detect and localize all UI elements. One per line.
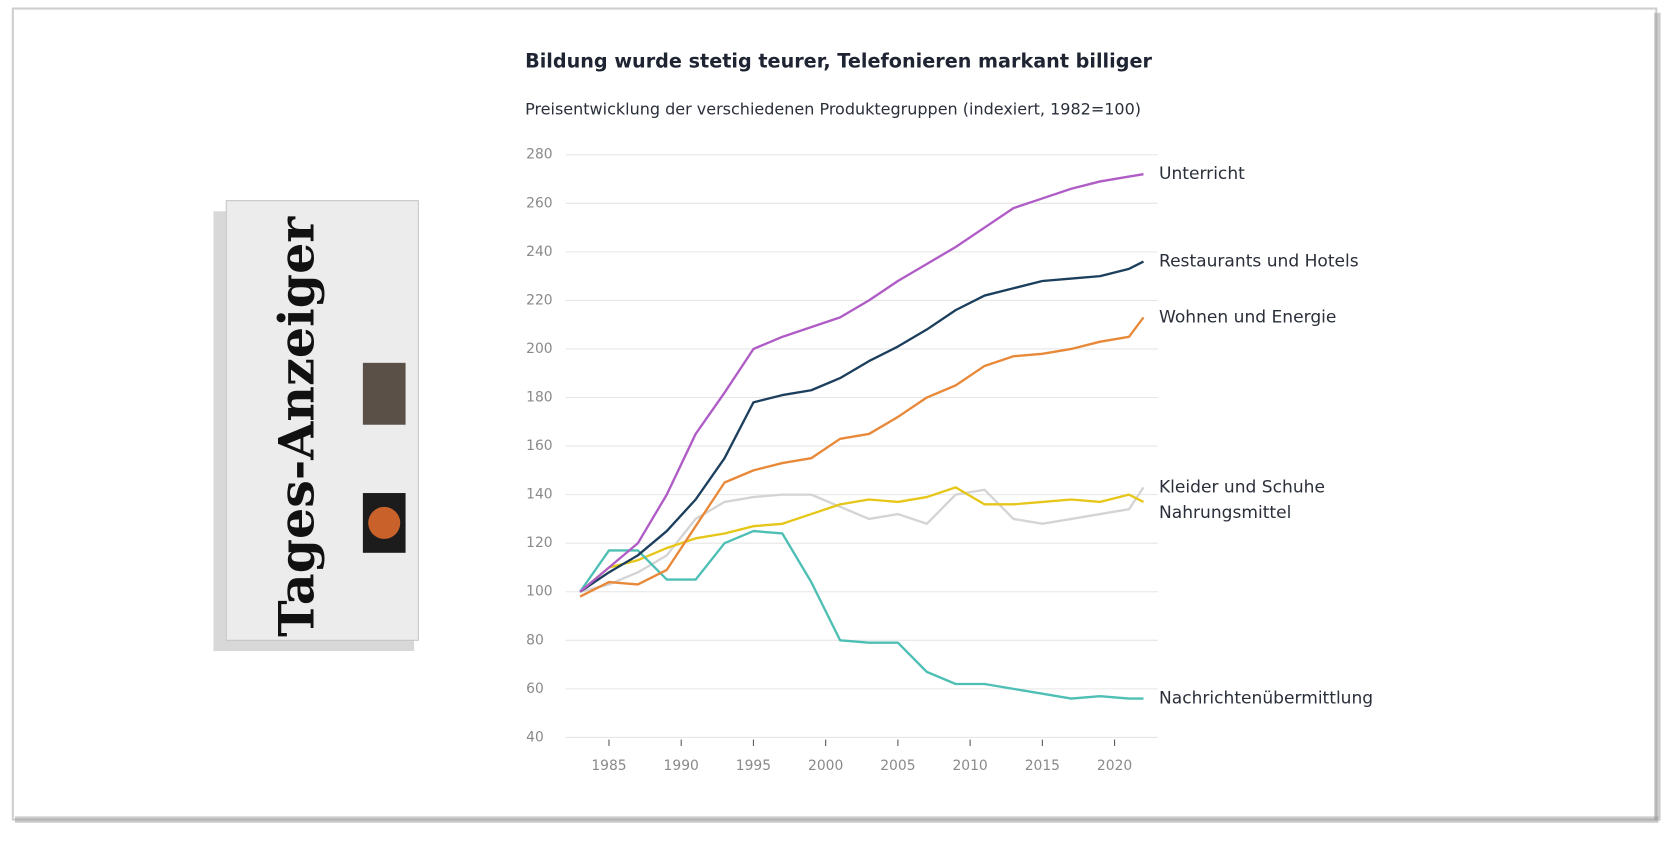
series-line — [579, 486, 1144, 593]
y-tick-label: 260 — [526, 195, 552, 211]
x-tick-label: 1985 — [591, 758, 626, 774]
y-tick-label: 200 — [526, 341, 552, 357]
y-tick-label: 120 — [526, 535, 552, 551]
frame-shadow — [14, 816, 1659, 823]
frame-shadow — [1654, 12, 1661, 821]
y-tick-label: 60 — [526, 681, 544, 697]
x-tick-label: 2000 — [808, 758, 843, 774]
series-line — [579, 529, 1144, 700]
newspaper: Tages-Anzeiger — [213, 200, 419, 651]
x-tick-label: 1990 — [664, 758, 699, 774]
x-tick-label: 1995 — [736, 758, 771, 774]
y-tick-label: 280 — [526, 147, 552, 163]
y-tick-label: 160 — [526, 438, 552, 454]
series-line — [579, 316, 1145, 598]
y-tick-label: 140 — [526, 487, 552, 503]
y-tick-label: 180 — [526, 390, 552, 406]
series-label: Nachrichtenübermittlung — [1159, 689, 1373, 709]
y-tick-label: 240 — [526, 244, 552, 260]
series-line — [579, 260, 1144, 593]
photo-detail — [368, 506, 401, 539]
series-label: Nahrungsmittel — [1159, 503, 1291, 523]
photo — [362, 362, 406, 425]
y-tick-label: 80 — [526, 632, 544, 648]
x-tick-label: 2020 — [1097, 758, 1132, 774]
series-line — [579, 173, 1144, 593]
y-tick-label: 100 — [526, 584, 552, 600]
x-tick-label: 2005 — [880, 758, 915, 774]
x-tick-label: 2015 — [1025, 758, 1060, 774]
series-label: Wohnen und Energie — [1159, 307, 1336, 327]
series-label: Kleider und Schuhe — [1159, 477, 1325, 497]
y-tick-label: 40 — [526, 729, 544, 745]
series-label: Restaurants und Hotels — [1159, 252, 1359, 272]
x-tick-label: 2010 — [952, 758, 987, 774]
chart-subtitle: Preisentwicklung der verschiedenen Produ… — [525, 99, 1141, 118]
masthead: Tages-Anzeiger — [267, 216, 325, 637]
y-tick-label: 220 — [526, 292, 552, 308]
series-label: Unterricht — [1159, 164, 1245, 184]
series-line — [579, 486, 1145, 593]
chart-title: Bildung wurde stetig teurer, Telefoniere… — [525, 49, 1152, 72]
